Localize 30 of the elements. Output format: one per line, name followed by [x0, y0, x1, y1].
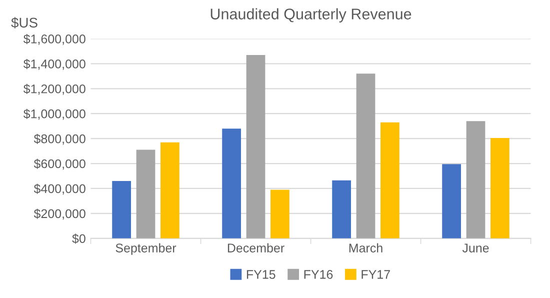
bar: [160, 142, 180, 238]
bar: [490, 138, 510, 238]
y-tick-label: $1,200,000: [23, 84, 86, 95]
y-tick-label: $400,000: [34, 184, 86, 195]
bar: [332, 180, 351, 238]
chart-title: Unaudited Quarterly Revenue: [210, 8, 412, 22]
bar: [442, 164, 461, 238]
bar: [380, 122, 400, 238]
y-tick-label: $1,000,000: [23, 108, 86, 120]
y-axis-title: $US: [11, 17, 38, 28]
y-tick-label: $0: [72, 234, 86, 244]
bar: [356, 74, 376, 238]
x-tick-label: March: [349, 243, 382, 252]
y-tick-label: $1,600,000: [23, 34, 86, 45]
y-tick-label: $600,000: [34, 158, 86, 170]
bar: [222, 128, 241, 238]
legend-label: FY16: [304, 270, 333, 279]
bar: [112, 181, 131, 238]
x-tick-label: September: [116, 243, 176, 255]
y-tick-label: $800,000: [34, 134, 86, 145]
bar: [246, 54, 266, 238]
legend-label: FY17: [362, 270, 390, 279]
legend-label: FY15: [246, 270, 276, 279]
bar: [270, 190, 290, 238]
x-tick-label: June: [462, 244, 489, 252]
y-tick-label: $1,400,000: [23, 58, 86, 70]
y-tick-label: $200,000: [34, 208, 86, 220]
bar: [466, 121, 486, 238]
bar: [136, 150, 156, 238]
x-tick-label: December: [228, 243, 284, 252]
